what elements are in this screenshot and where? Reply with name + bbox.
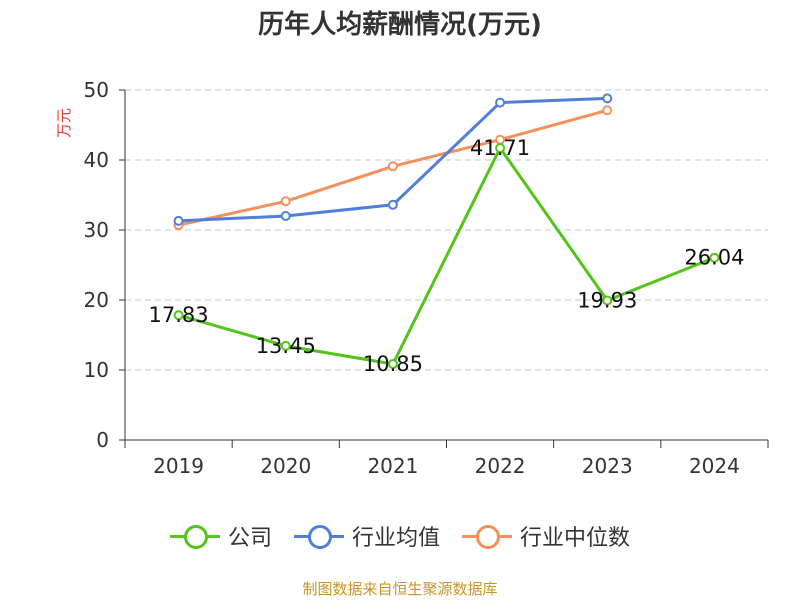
data-label: 26.04 xyxy=(684,246,744,270)
data-point xyxy=(173,215,184,226)
x-tick-label: 2019 xyxy=(153,454,204,478)
legend-marker-icon xyxy=(169,524,220,549)
legend-label: 行业均值 xyxy=(351,526,440,551)
legend-marker-icon xyxy=(462,524,512,549)
data-point xyxy=(602,105,613,116)
data-label: 41.71 xyxy=(470,136,530,160)
y-tick-label: 10 xyxy=(84,358,109,382)
data-point xyxy=(387,161,398,172)
legend-label: 行业中位数 xyxy=(520,526,631,551)
data-label: 13.45 xyxy=(256,334,316,358)
y-tick-label: 40 xyxy=(84,148,109,172)
data-point xyxy=(280,196,291,207)
x-tick-label: 2021 xyxy=(367,454,418,478)
data-point xyxy=(602,93,613,104)
legend: 公司 行业均值 行业中位数 xyxy=(0,520,800,552)
data-point xyxy=(280,340,291,351)
y-tick-label: 0 xyxy=(96,428,109,452)
legend-item[interactable]: 公司 xyxy=(169,520,272,552)
data-point xyxy=(387,359,398,370)
chart-title: 历年人均薪酬情况(万元) xyxy=(258,10,542,40)
y-axis-title: 万元 xyxy=(55,108,73,138)
x-tick-label: 2024 xyxy=(689,454,740,478)
data-point xyxy=(387,199,398,210)
x-tick-label: 2020 xyxy=(260,454,311,478)
data-label: 19.93 xyxy=(577,288,637,312)
legend-marker-icon xyxy=(293,524,344,549)
y-tick-label: 20 xyxy=(84,288,109,312)
data-point xyxy=(495,143,506,154)
data-label: 17.83 xyxy=(149,303,209,327)
data-point xyxy=(709,252,720,263)
data-point xyxy=(173,310,184,321)
data-point xyxy=(602,295,613,306)
y-tick-label: 50 xyxy=(84,78,109,102)
series-line xyxy=(178,146,715,366)
x-tick-label: 2023 xyxy=(582,454,633,478)
source-note: 制图数据来自恒生聚源数据库 xyxy=(302,580,498,598)
data-label: 10.85 xyxy=(363,352,423,376)
legend-label: 公司 xyxy=(227,526,272,551)
legend-item[interactable]: 行业中位数 xyxy=(462,520,630,552)
x-tick-label: 2022 xyxy=(475,454,526,478)
data-point xyxy=(495,97,506,108)
y-tick-label: 30 xyxy=(84,218,109,242)
data-point xyxy=(280,211,291,221)
legend-item[interactable]: 行业均值 xyxy=(293,520,440,552)
